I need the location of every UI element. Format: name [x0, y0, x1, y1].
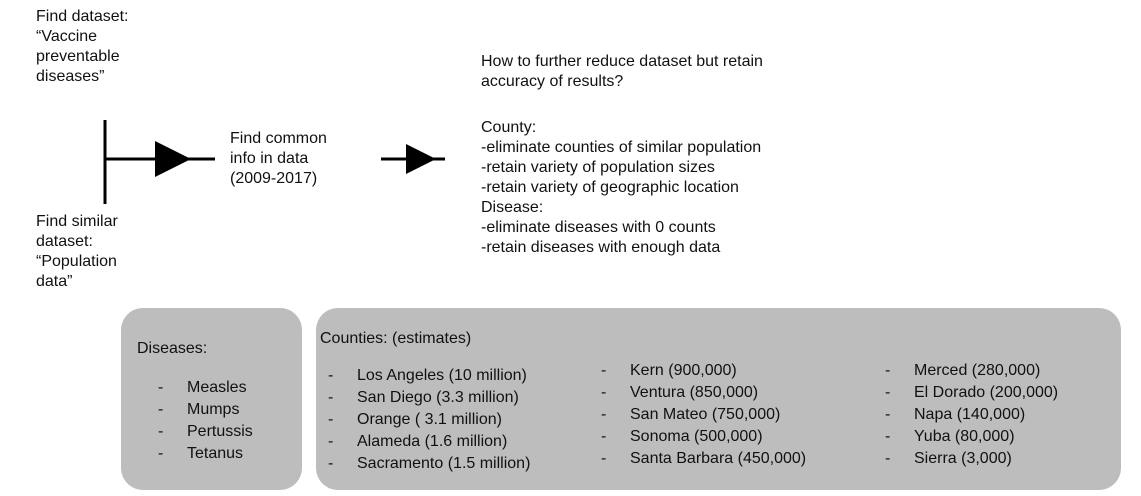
bullet: -	[328, 455, 334, 472]
counties-column-3: - Merced (280,000) - El Dorado (200,000) -…	[885, 360, 1058, 470]
list-item: - Merced (280,000)	[885, 360, 1058, 382]
criteria-item: -retain variety of geographic location	[481, 179, 739, 196]
county-name: Alameda (1.6 million)	[357, 433, 508, 450]
counties-title: Counties: (estimates)	[320, 330, 472, 347]
criteria-item: -eliminate diseases with 0 counts	[481, 219, 716, 236]
list-item: - Sonoma (500,000)	[601, 426, 806, 448]
county-name: Napa (140,000)	[914, 406, 1026, 423]
list-item: - Orange ( 3.1 million)	[328, 409, 530, 431]
bullet: -	[601, 384, 607, 401]
counties-column-2: - Kern (900,000) - Ventura (850,000) - San …	[601, 360, 806, 470]
counties-column-1: - Los Angeles (10 million) - San Diego (3.…	[328, 365, 530, 475]
county-name: Sacramento (1.5 million)	[357, 455, 531, 472]
diseases-panel: Diseases: - Measles - Mumps - Pertussis - Te…	[121, 308, 302, 490]
list-item: - Alameda (1.6 million)	[328, 431, 530, 453]
arrowhead-1	[155, 141, 191, 177]
find-similar-label: Find similar dataset: “Population data”	[36, 212, 118, 292]
county-name: Kern (900,000)	[630, 362, 737, 379]
criteria-heading-disease: Disease:	[481, 199, 544, 216]
list-item: - Ventura (850,000)	[601, 382, 806, 404]
text-line: (2009-2017)	[230, 170, 318, 187]
reduce-criteria: County: -eliminate counties of similar p…	[481, 118, 761, 258]
bullet: -	[328, 389, 334, 406]
criteria-item: -eliminate counties of similar populatio…	[481, 139, 762, 156]
list-item: - Santa Barbara (450,000)	[601, 448, 806, 470]
text-line: diseases”	[36, 68, 105, 85]
list-item: - El Dorado (200,000)	[885, 382, 1058, 404]
list-item: - Kern (900,000)	[601, 360, 806, 382]
county-name: Santa Barbara (450,000)	[630, 450, 807, 467]
county-name: Merced (280,000)	[914, 362, 1041, 379]
criteria-heading-county: County:	[481, 119, 537, 136]
text-line: info in data	[230, 150, 309, 167]
list-item: - Los Angeles (10 million)	[328, 365, 530, 387]
text-line: dataset:	[36, 233, 93, 250]
reduce-question: How to further reduce dataset but retain…	[481, 52, 763, 92]
list-item: - Pertussis	[158, 421, 253, 443]
bullet: -	[885, 406, 891, 423]
bullet: -	[158, 401, 164, 418]
county-name: Sonoma (500,000)	[630, 428, 763, 445]
list-item: - San Mateo (750,000)	[601, 404, 806, 426]
text-line: Find similar	[36, 213, 118, 230]
list-item: - Sierra (3,000)	[885, 448, 1058, 470]
county-name: Orange ( 3.1 million)	[357, 411, 502, 428]
county-name: Los Angeles (10 million)	[357, 367, 527, 384]
county-name: Yuba (80,000)	[914, 428, 1015, 445]
bullet: -	[158, 423, 164, 440]
text-line: “Vaccine	[36, 28, 98, 45]
list-item: - San Diego (3.3 million)	[328, 387, 530, 409]
bullet: -	[601, 450, 607, 467]
list-item: - Sacramento (1.5 million)	[328, 453, 530, 475]
county-name: San Diego (3.3 million)	[357, 389, 519, 406]
diseases-list: - Measles - Mumps - Pertussis - Tetanus	[158, 377, 253, 465]
county-name: San Mateo (750,000)	[630, 406, 781, 423]
text-line: How to further reduce dataset but retain	[481, 53, 763, 70]
counties-panel: Counties: (estimates) - Los Angeles (10 m…	[316, 308, 1121, 490]
list-item: - Measles	[158, 377, 253, 399]
county-name: El Dorado (200,000)	[914, 384, 1059, 401]
list-item: - Tetanus	[158, 443, 253, 465]
disease-name: Pertussis	[187, 423, 253, 440]
county-name: Ventura (850,000)	[630, 384, 759, 401]
text-line: Find common	[230, 130, 327, 147]
bullet: -	[601, 428, 607, 445]
criteria-item: -retain variety of population sizes	[481, 159, 715, 176]
find-common-label: Find common info in data (2009-2017)	[230, 129, 327, 189]
bullet: -	[158, 445, 164, 462]
disease-name: Tetanus	[187, 445, 244, 462]
criteria-item: -retain diseases with enough data	[481, 239, 721, 256]
county-name: Sierra (3,000)	[914, 450, 1012, 467]
bullet: -	[601, 362, 607, 379]
diseases-title: Diseases:	[137, 340, 208, 357]
bullet: -	[885, 450, 891, 467]
text-line: accuracy of results?	[481, 73, 624, 90]
arrowhead-2	[406, 144, 436, 174]
bullet: -	[885, 428, 891, 445]
list-item: - Mumps	[158, 399, 253, 421]
text-line: preventable	[36, 48, 120, 65]
bullet: -	[328, 411, 334, 428]
bullet: -	[328, 367, 334, 384]
bullet: -	[158, 379, 164, 396]
list-item: - Napa (140,000)	[885, 404, 1058, 426]
text-line: data”	[36, 273, 73, 290]
text-line: Find dataset:	[36, 8, 129, 25]
disease-name: Measles	[187, 379, 247, 396]
bullet: -	[601, 406, 607, 423]
bullet: -	[885, 362, 891, 379]
text-line: “Population	[36, 253, 117, 270]
list-item: - Yuba (80,000)	[885, 426, 1058, 448]
disease-name: Mumps	[187, 401, 240, 418]
find-dataset-label: Find dataset: “Vaccine preventable disea…	[36, 7, 129, 87]
bullet: -	[885, 384, 891, 401]
bullet: -	[328, 433, 334, 450]
